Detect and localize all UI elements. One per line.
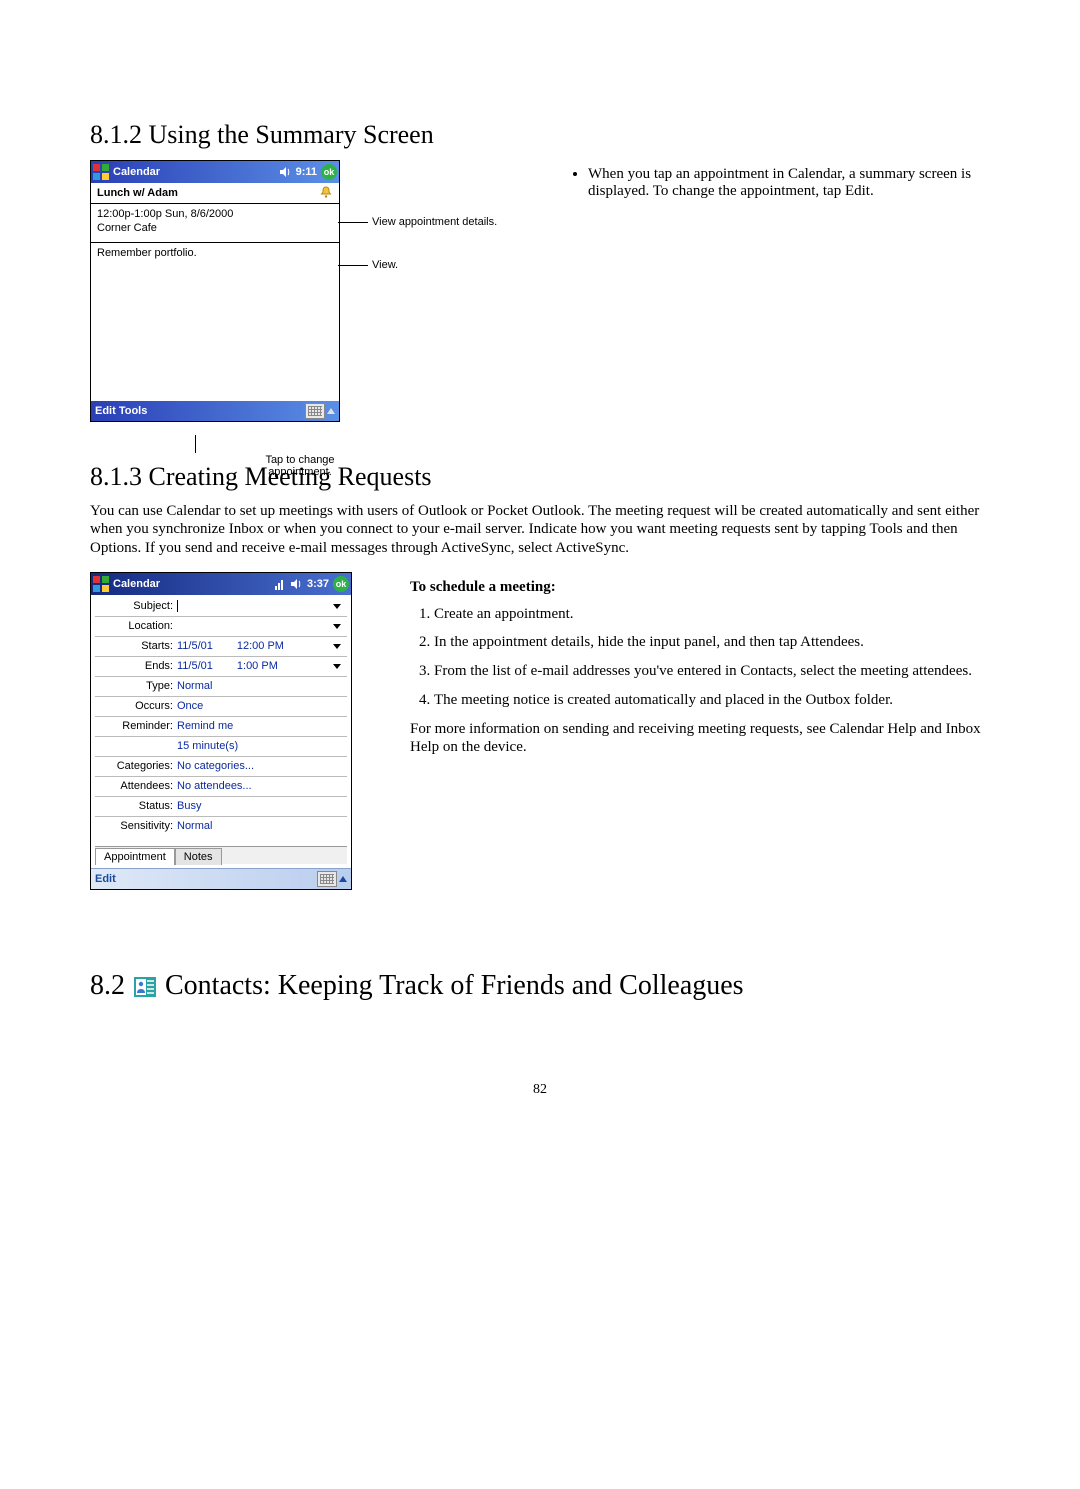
screenshot-new-appointment-wrap: Calendar 3:37 ok Subject: Location: — [90, 572, 360, 890]
section-heading-812: 8.1.2 Using the Summary Screen — [90, 120, 990, 150]
label-starts: Starts: — [95, 640, 177, 652]
schedule-footer: For more information on sending and rece… — [410, 720, 990, 758]
section-heading-813: 8.1.3 Creating Meeting Requests — [90, 462, 990, 492]
topbar-title-2: Calendar — [113, 578, 275, 590]
keyboard-icon[interactable] — [317, 871, 337, 887]
schedule-steps-list: Create an appointment. In the appointmen… — [410, 605, 990, 710]
meeting-intro-para: You can use Calendar to set up meetings … — [90, 502, 990, 558]
label-type: Type: — [95, 680, 177, 692]
field-location[interactable] — [177, 624, 347, 629]
field-starts[interactable]: 11/5/0112:00 PM — [177, 640, 347, 652]
edit-tools-menu[interactable]: Edit Tools — [95, 405, 147, 417]
appointment-note: Remember portfolio. — [91, 242, 339, 401]
windows-start-icon — [93, 576, 109, 592]
tab-notes[interactable]: Notes — [175, 848, 222, 865]
screenshot2-topbar: Calendar 3:37 ok — [91, 573, 351, 595]
field-reminder-sub[interactable]: 15 minute(s) — [177, 740, 347, 752]
label-ends: Ends: — [95, 660, 177, 672]
screenshot2-editbar: Edit — [91, 868, 351, 889]
callout-tap-change: Tap to change appointment. — [240, 454, 360, 478]
screenshot-summary-wrap: Calendar 9:11 ok Lunch w/ Adam — [90, 160, 520, 422]
summary-bullet: When you tap an appointment in Calendar,… — [588, 166, 990, 200]
section-heading-82: 8.2 Contacts: Keeping Track of Friends a… — [90, 970, 990, 1002]
speaker-icon — [280, 166, 292, 178]
signal-icon — [275, 578, 287, 590]
screenshot-summary: Calendar 9:11 ok Lunch w/ Adam — [90, 160, 340, 422]
appointment-title-row: Lunch w/ Adam — [91, 183, 339, 203]
reminder-bell-icon — [319, 186, 333, 200]
label-subject: Subject: — [95, 600, 177, 612]
edit-menu[interactable]: Edit — [95, 873, 116, 885]
topbar-time-2: 3:37 — [307, 578, 329, 590]
field-attendees[interactable]: No attendees... — [177, 780, 347, 792]
schedule-step-1: Create an appointment. — [434, 605, 990, 624]
field-categories[interactable]: No categories... — [177, 760, 347, 772]
label-occurs: Occurs: — [95, 700, 177, 712]
field-subject[interactable] — [177, 600, 347, 612]
field-status[interactable]: Busy — [177, 800, 347, 812]
schedule-step-4: The meeting notice is created automatica… — [434, 691, 990, 710]
topbar-time: 9:11 — [296, 166, 317, 178]
screenshot-bottombar: Edit Tools — [91, 401, 339, 421]
label-categories: Categories: — [95, 760, 177, 772]
speaker-icon — [291, 578, 303, 590]
keyboard-icon[interactable] — [305, 403, 325, 419]
appointment-time-line: 12:00p-1:00p Sun, 8/6/2000 — [97, 208, 333, 222]
callout-view-details: View appointment details. — [372, 216, 497, 228]
appointment-title: Lunch w/ Adam — [97, 187, 178, 199]
contacts-icon — [134, 973, 156, 993]
sip-arrow-icon[interactable] — [327, 408, 335, 414]
label-location: Location: — [95, 620, 177, 632]
topbar-title: Calendar — [113, 166, 280, 178]
callout-view: View. — [372, 259, 398, 271]
sip-arrow-icon[interactable] — [339, 876, 347, 882]
schedule-heading: To schedule a meeting: — [410, 578, 990, 597]
label-sensitivity: Sensitivity: — [95, 820, 177, 832]
ok-button-2[interactable]: ok — [333, 576, 349, 592]
schedule-step-3: From the list of e-mail addresses you've… — [434, 662, 990, 681]
label-reminder: Reminder: — [95, 720, 177, 732]
tabs: Appointment Notes — [95, 846, 347, 864]
screenshot-topbar: Calendar 9:11 ok — [91, 161, 339, 183]
appointment-location-line: Corner Cafe — [97, 222, 333, 236]
appointment-details: 12:00p-1:00p Sun, 8/6/2000 Corner Cafe — [91, 204, 339, 242]
ok-button[interactable]: ok — [321, 164, 337, 180]
label-attendees: Attendees: — [95, 780, 177, 792]
field-type[interactable]: Normal — [177, 680, 347, 692]
tab-appointment[interactable]: Appointment — [95, 848, 175, 865]
label-status: Status: — [95, 800, 177, 812]
field-occurs[interactable]: Once — [177, 700, 347, 712]
field-reminder[interactable]: Remind me — [177, 720, 347, 732]
screenshot-new-appointment: Calendar 3:37 ok Subject: Location: — [90, 572, 352, 890]
field-sensitivity[interactable]: Normal — [177, 820, 347, 832]
windows-start-icon — [93, 164, 109, 180]
schedule-step-2: In the appointment details, hide the inp… — [434, 633, 990, 652]
page-number: 82 — [90, 1082, 990, 1098]
field-ends[interactable]: 11/5/011:00 PM — [177, 660, 347, 672]
